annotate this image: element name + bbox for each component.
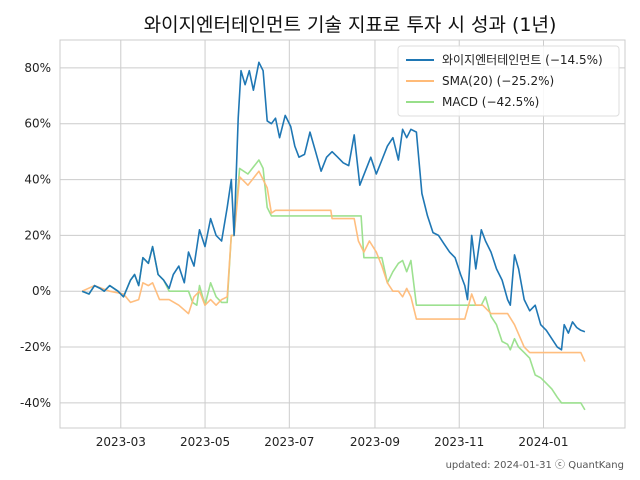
x-axis: 2023-03 2023-05 2023-07 2023-09 2023-11 2024-… xyxy=(96,435,569,449)
series-line xyxy=(81,170,586,362)
x-tick-label: 2023-05 xyxy=(180,435,230,449)
y-tick-label: 60% xyxy=(24,117,51,131)
series-line xyxy=(81,61,586,351)
x-tick-label: 2024-01 xyxy=(518,435,568,449)
y-tick-label: 20% xyxy=(24,228,51,242)
y-tick-label: 80% xyxy=(24,61,51,75)
x-tick-label: 2023-09 xyxy=(350,435,400,449)
y-axis: -40% -20% 0% 20% 40% 60% 80% xyxy=(20,61,51,410)
legend-label: SMA(20) (−25.2%) xyxy=(442,74,554,88)
y-tick-label: -40% xyxy=(20,396,51,410)
legend-label: MACD (−42.5%) xyxy=(442,95,539,109)
y-tick-label: -20% xyxy=(20,340,51,354)
plot-frame xyxy=(59,39,626,429)
legend-label: 와이지엔터테인먼트 (−14.5%) xyxy=(442,53,603,67)
series-lines xyxy=(81,61,586,411)
chart-title: 와이지엔터테인먼트 기술 지표로 투자 시 성과 (1년) xyxy=(144,14,557,36)
legend-box xyxy=(397,45,620,117)
x-tick-label: 2023-07 xyxy=(264,435,314,449)
x-tick-label: 2023-03 xyxy=(96,435,146,449)
x-tick-label: 2023-11 xyxy=(434,435,484,449)
legend: 와이지엔터테인먼트 (−14.5%) SMA(20) (−25.2%) MACD (… xyxy=(397,45,620,117)
y-tick-label: 0% xyxy=(32,284,51,298)
series-line xyxy=(81,159,586,411)
footer-text: updated: 2024-01-31 ⓒ QuantKang xyxy=(446,459,624,471)
y-tick-label: 40% xyxy=(24,173,51,187)
